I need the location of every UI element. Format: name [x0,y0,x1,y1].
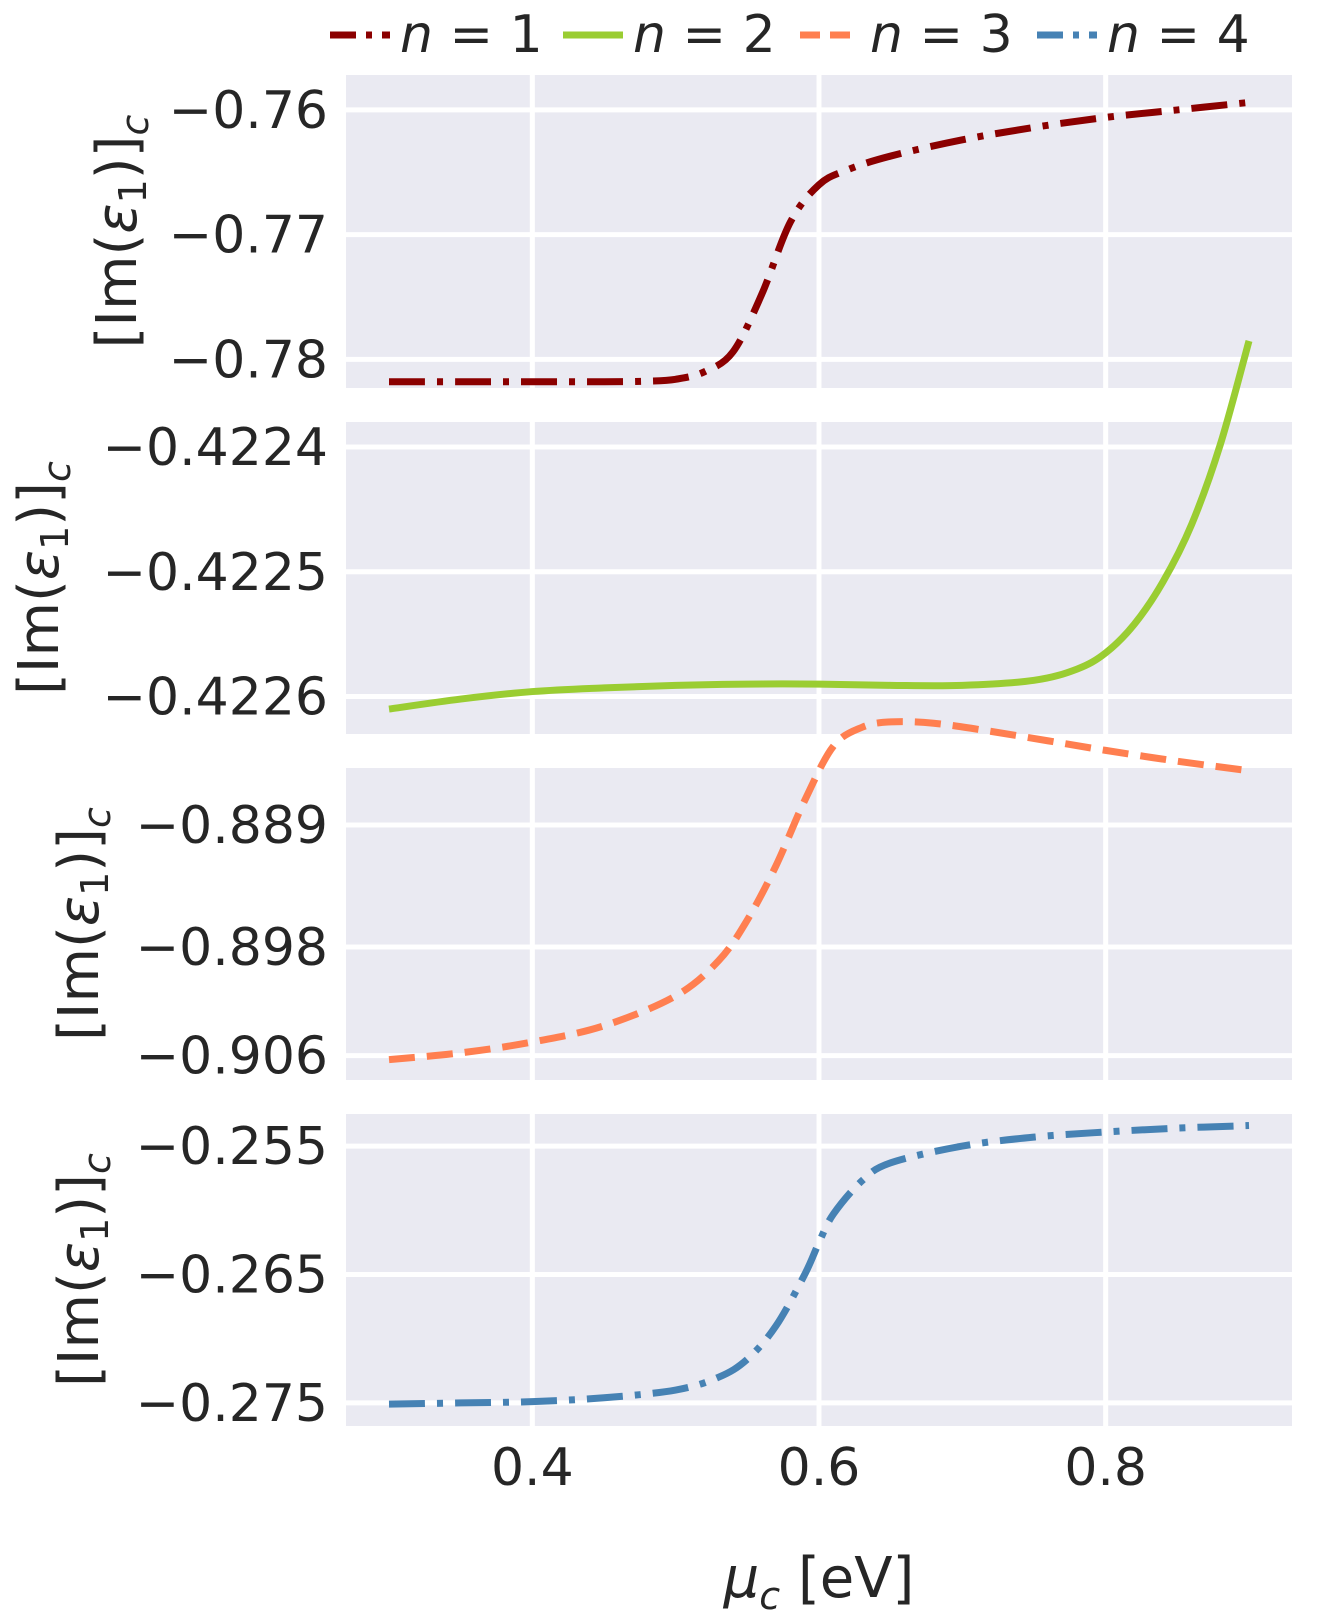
panel-4: −0.275 −0.265 −0.255 [Im(ε1)]c [47,1114,1292,1434]
legend-entry-n3: n = 3 [800,5,1013,65]
y-tick-label: −0.889 [136,796,328,856]
y-tick-label: −0.76 [169,81,328,141]
y-axis-label: [Im(ε1)]c [7,461,79,695]
panels: −0.78−0.77−0.76[Im(ε1)]c−0.4226−0.4225−0… [7,75,1292,1434]
y-tick-label: −0.265 [136,1245,328,1305]
legend-label: n = 1 [400,5,543,65]
series-line-n3 [388,718,1250,1064]
legend-label: n = 2 [633,5,776,65]
series-line-n4 [388,1122,1250,1408]
x-tick-label: 0.4 [491,1438,574,1498]
y-tick-label: −0.77 [169,206,328,266]
legend-entry-n1: n = 1 [330,5,543,65]
series-line-n1 [389,98,1250,386]
y-tick-label: −0.906 [136,1027,328,1087]
y-axis-label: [Im(ε1)]c [47,807,119,1041]
panel-1: −0.78 −0.77 −0.76[Im(ε1)]c [85,75,1292,390]
y-tick-label: −0.898 [136,918,328,978]
y-tick-label: −0.4224 [102,418,328,478]
y-tick-label: −0.255 [136,1117,328,1177]
series-line-n2 [388,339,1253,713]
legend-label: n = 4 [1107,5,1250,65]
panel-3: −0.906 −0.898 −0.889 [Im(ε1)]c [47,718,1292,1087]
legend-label: n = 3 [870,5,1013,65]
y-axis-label: [Im(ε1)]c [85,114,157,348]
y-tick-label: −0.78 [169,330,328,390]
legend-entry-n2: n = 2 [563,5,776,65]
x-tick-label: 0.8 [1064,1438,1147,1498]
x-axis: 0.4 0.6 0.8 μc [eV] [491,1438,1147,1618]
y-tick-label: −0.4226 [102,668,328,728]
y-axis-label: [Im(ε1)]c [47,1153,119,1387]
x-tick-label: 0.6 [778,1438,861,1498]
panel-2: −0.4226 −0.4225 −0.4224 [Im(ε1)]c [7,339,1292,734]
y-tick-label: −0.4225 [102,543,328,603]
x-axis-label: μc [eV] [723,1546,915,1618]
legend: n = 1 n = 2 n = 3 n = 4 [330,5,1250,65]
legend-entry-n4: n = 4 [1037,5,1250,65]
y-tick-label: −0.275 [136,1374,328,1434]
